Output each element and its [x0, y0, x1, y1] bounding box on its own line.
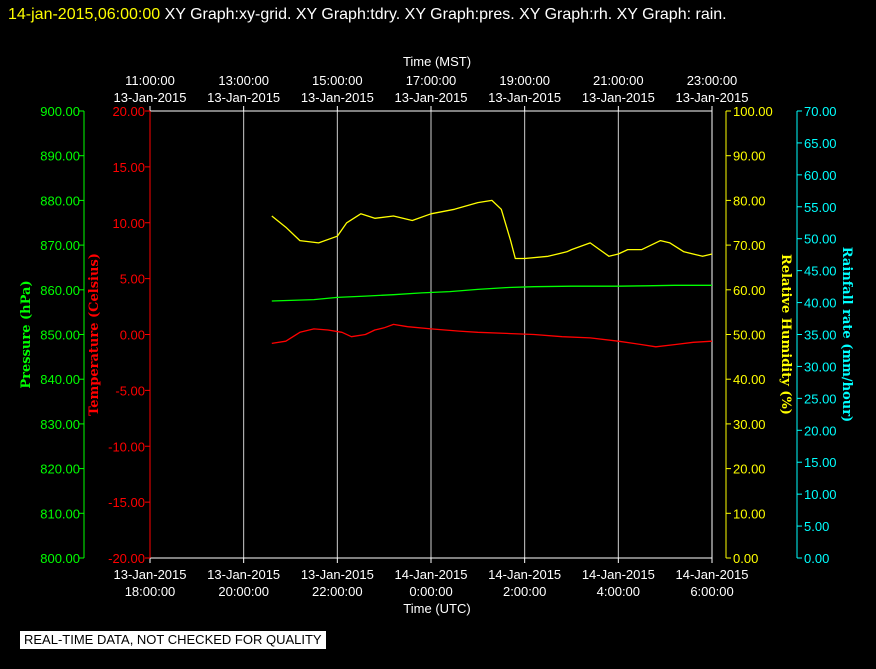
quality-disclaimer: REAL-TIME DATA, NOT CHECKED FOR QUALITY	[20, 631, 326, 649]
x-axis-label-utc: Time (UTC)	[403, 601, 470, 616]
humidity-axis-title: Relative Humidity (%)	[778, 254, 793, 415]
x-tick-label-time: 18:00:00	[125, 584, 176, 599]
rain-tick-label: 40.00	[804, 296, 837, 311]
temperature-tick-label: -10.00	[108, 439, 145, 454]
temperature-tick-label: 15.00	[112, 160, 145, 175]
pressure-tick-label: 820.00	[40, 462, 80, 477]
temperature-tick-label: 5.00	[120, 272, 145, 287]
x-top-tick-label-time: 23:00:00	[687, 73, 738, 88]
temperature-tick-label: -20.00	[108, 551, 145, 566]
x-tick-label-date: 14-Jan-2015	[582, 567, 655, 582]
x-top-tick-label-time: 13:00:00	[218, 73, 269, 88]
x-top-tick-label-date: 13-Jan-2015	[301, 90, 374, 105]
humidity-tick-label: 90.00	[733, 149, 766, 164]
x-top-tick-label-date: 13-Jan-2015	[207, 90, 280, 105]
x-top-tick-label-time: 17:00:00	[406, 73, 457, 88]
header-timestamp: 14-jan-2015,06:00:00	[8, 6, 161, 23]
x-tick-label-date: 14-Jan-2015	[676, 567, 749, 582]
pressure-tick-label: 800.00	[40, 551, 80, 566]
x-top-tick-label-time: 21:00:00	[593, 73, 644, 88]
rain-tick-label: 25.00	[804, 391, 837, 406]
pressure-tick-label: 900.00	[40, 104, 80, 119]
humidity-tick-label: 20.00	[733, 462, 766, 477]
x-tick-label-time: 4:00:00	[597, 584, 640, 599]
temperature-tick-label: -15.00	[108, 495, 145, 510]
x-top-tick-label-time: 15:00:00	[312, 73, 363, 88]
pressure-tick-label: 880.00	[40, 193, 80, 208]
pressure-tick-label: 830.00	[40, 417, 80, 432]
rain-tick-label: 35.00	[804, 328, 837, 343]
x-tick-label-time: 20:00:00	[218, 584, 269, 599]
header-graph-list: XY Graph:xy-grid. XY Graph:tdry. XY Grap…	[160, 6, 727, 23]
x-top-tick-label-date: 13-Jan-2015	[488, 90, 561, 105]
x-tick-label-time: 2:00:00	[503, 584, 546, 599]
temperature-tick-label: 20.00	[112, 104, 145, 119]
x-top-tick-label-date: 13-Jan-2015	[395, 90, 468, 105]
graph-header: 14-jan-2015,06:00:00 XY Graph:xy-grid. X…	[8, 2, 868, 28]
rain-tick-label: 45.00	[804, 264, 837, 279]
rain-tick-label: 70.00	[804, 104, 837, 119]
x-top-tick-label-time: 19:00:00	[499, 73, 550, 88]
rain-tick-label: 50.00	[804, 232, 837, 247]
x-top-tick-label-date: 13-Jan-2015	[582, 90, 655, 105]
rain-tick-label: 10.00	[804, 487, 837, 502]
rain-tick-label: 0.00	[804, 551, 829, 566]
humidity-tick-label: 50.00	[733, 328, 766, 343]
x-tick-label-date: 13-Jan-2015	[207, 567, 280, 582]
x-tick-label-date: 14-Jan-2015	[395, 567, 468, 582]
rain-tick-label: 15.00	[804, 455, 837, 470]
rain-tick-label: 5.00	[804, 519, 829, 534]
temperature-tick-label: -5.00	[115, 383, 145, 398]
rain-tick-label: 65.00	[804, 136, 837, 151]
pressure-tick-label: 870.00	[40, 238, 80, 253]
rain-tick-label: 20.00	[804, 423, 837, 438]
temperature-axis-title: Temperature (Celsius)	[87, 253, 102, 416]
x-tick-label-time: 6:00:00	[690, 584, 733, 599]
x-tick-label-date: 14-Jan-2015	[488, 567, 561, 582]
x-top-tick-label-date: 13-Jan-2015	[114, 90, 187, 105]
x-tick-label-date: 13-Jan-2015	[114, 567, 187, 582]
pressure-series-line	[271, 284, 712, 302]
pressure-tick-label: 850.00	[40, 328, 80, 343]
humidity-tick-label: 70.00	[733, 238, 766, 253]
temperature-tick-label: 10.00	[112, 216, 145, 231]
humidity-tick-label: 100.00	[733, 104, 773, 119]
rain-tick-label: 55.00	[804, 200, 837, 215]
x-axis-label-mst: Time (MST)	[403, 54, 471, 69]
rain-tick-label: 30.00	[804, 359, 837, 374]
humidity-tick-label: 0.00	[733, 551, 758, 566]
pressure-tick-label: 860.00	[40, 283, 80, 298]
humidity-tick-label: 40.00	[733, 372, 766, 387]
x-top-tick-label-time: 11:00:00	[125, 73, 175, 88]
pressure-tick-label: 810.00	[40, 506, 80, 521]
rain-axis-title: Rainfall rate (mm/hour)	[839, 247, 854, 422]
temperature-tick-label: 0.00	[120, 328, 145, 343]
pressure-tick-label: 890.00	[40, 149, 80, 164]
temperature-series-line	[271, 323, 713, 348]
rain-tick-label: 60.00	[804, 168, 837, 183]
humidity-tick-label: 60.00	[733, 283, 766, 298]
x-tick-label-time: 0:00:00	[409, 584, 452, 599]
x-top-tick-label-date: 13-Jan-2015	[676, 90, 749, 105]
x-tick-label-date: 13-Jan-2015	[301, 567, 374, 582]
pressure-axis-title: Pressure (hPa)	[19, 280, 34, 388]
x-tick-label-time: 22:00:00	[312, 584, 363, 599]
humidity-series-line	[271, 199, 713, 260]
humidity-tick-label: 30.00	[733, 417, 766, 432]
pressure-tick-label: 840.00	[40, 372, 80, 387]
humidity-tick-label: 80.00	[733, 193, 766, 208]
humidity-tick-label: 10.00	[733, 506, 766, 521]
